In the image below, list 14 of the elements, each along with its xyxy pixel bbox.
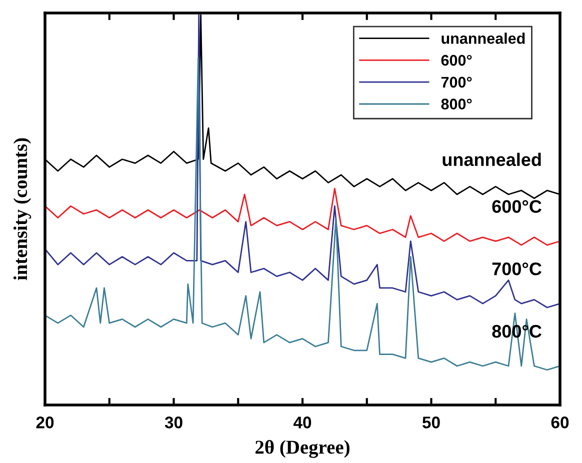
legend-label: 800° <box>441 98 472 110</box>
legend-label: 700° <box>441 76 472 88</box>
x-tick-label: 40 <box>293 416 312 428</box>
x-tick-label: 30 <box>164 416 182 428</box>
legend-label: unannealed <box>442 32 525 44</box>
annotation: 600°C <box>492 200 542 213</box>
annotation: 700°C <box>492 262 542 276</box>
legend-label: 600° <box>441 54 472 66</box>
x-tick-label: 50 <box>422 416 440 428</box>
x-tick-label: 60 <box>551 416 569 428</box>
annotation: unannealed <box>442 152 541 166</box>
x-tick-label: 20 <box>36 416 54 428</box>
x-axis-title: 2θ (Degree) <box>256 440 350 458</box>
y-axis-title: intensity (counts) <box>13 138 32 280</box>
